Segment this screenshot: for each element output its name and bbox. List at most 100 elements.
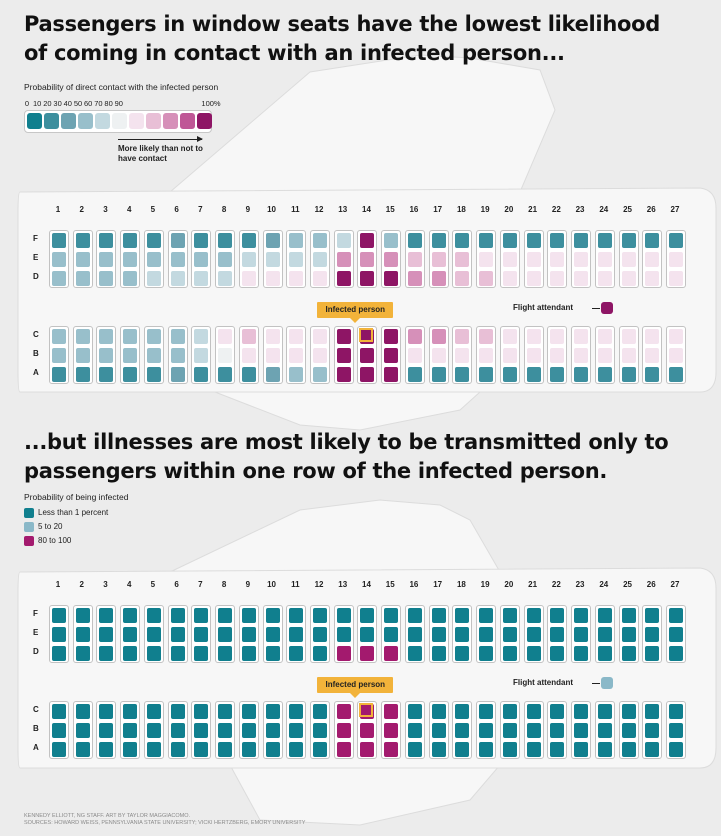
- seat-e15: [384, 627, 399, 642]
- seat-block: [594, 326, 615, 384]
- legend-arrow: [118, 136, 203, 142]
- seat-c20: [502, 704, 517, 719]
- seat-a3: [99, 742, 114, 757]
- row-label-e: E: [33, 253, 39, 262]
- seat-f17: [431, 608, 446, 623]
- seat-block: [452, 701, 473, 759]
- seat-block: [499, 326, 520, 384]
- seat-e11: [289, 627, 304, 642]
- seat-a5: [146, 742, 161, 757]
- seat-b24: [597, 348, 612, 363]
- legend-swatch: [78, 113, 93, 129]
- seat-f20: [502, 233, 517, 248]
- seat-f3: [99, 233, 114, 248]
- seat-d3: [99, 646, 114, 661]
- seat-d9: [241, 271, 256, 286]
- seat-a19: [479, 742, 494, 757]
- seat-a27: [668, 742, 683, 757]
- seat-e25: [621, 627, 636, 642]
- seat-d6: [170, 646, 185, 661]
- seat-a19: [479, 367, 494, 382]
- seat-b4: [123, 723, 138, 738]
- column-number: 3: [103, 580, 108, 589]
- seat-f23: [574, 608, 589, 623]
- legend-swatch: [146, 113, 161, 129]
- legend-tick: 10: [33, 99, 42, 108]
- row-label-d: D: [33, 647, 39, 656]
- legend-tick: 20: [43, 99, 52, 108]
- seat-c17: [431, 329, 446, 344]
- seat-c22: [550, 329, 565, 344]
- seat-b13: [336, 348, 351, 363]
- seat-b26: [645, 723, 660, 738]
- seat-f10: [265, 233, 280, 248]
- seat-block: [404, 605, 425, 663]
- seat-b23: [574, 723, 589, 738]
- seat-block: [547, 605, 568, 663]
- seat-d12: [313, 646, 328, 661]
- column-number: 11: [291, 205, 300, 214]
- column-number: 26: [646, 580, 656, 589]
- seat-b12: [313, 348, 328, 363]
- seat-block: [286, 326, 307, 384]
- seat-block: [286, 605, 307, 663]
- seat-b16: [407, 348, 422, 363]
- seat-d7: [194, 271, 209, 286]
- seat-block: [594, 701, 615, 759]
- seat-b1: [52, 348, 66, 363]
- row-label-e: E: [33, 628, 39, 637]
- seat-a17: [431, 742, 446, 757]
- seat-block: [642, 701, 663, 759]
- seat-block: [547, 326, 568, 384]
- seat-e19: [479, 627, 494, 642]
- seat-block: [665, 326, 686, 384]
- credit-text: KENNEDY ELLIOTT, NG STAFF. ART BY TAYLOR…: [24, 813, 191, 819]
- column-number: 20: [504, 205, 514, 214]
- seat-block: [215, 701, 236, 759]
- seat-e19: [479, 252, 494, 267]
- seat-block: [215, 326, 236, 384]
- seat-b19: [479, 723, 494, 738]
- column-number: 16: [409, 205, 419, 214]
- column-number: 7: [198, 205, 203, 214]
- seat-b5: [146, 348, 161, 363]
- plane-upper-wing: [168, 54, 556, 193]
- seat-e2: [75, 252, 90, 267]
- seat-block: [476, 605, 497, 663]
- seat-block: [143, 326, 164, 384]
- seat-b12: [313, 723, 328, 738]
- column-number: 13: [338, 580, 348, 589]
- column-number: 10: [267, 580, 277, 589]
- seat-e1: [52, 252, 66, 267]
- column-number: 16: [409, 580, 419, 589]
- seat-a26: [645, 742, 660, 757]
- seat-block: [191, 605, 212, 663]
- seat-c19: [479, 329, 494, 344]
- seat-d4: [123, 646, 138, 661]
- column-number: 27: [670, 205, 680, 214]
- seat-c10: [265, 329, 280, 344]
- seat-a6: [170, 367, 185, 382]
- plane-lower-wing: [214, 391, 482, 431]
- seat-b23: [574, 348, 589, 363]
- seat-d19: [479, 646, 494, 661]
- seat-block: [428, 605, 449, 663]
- legend-tick: 100%: [201, 99, 221, 108]
- seat-c26: [645, 704, 660, 719]
- seat-c21: [526, 704, 541, 719]
- seat-block: [476, 326, 497, 384]
- seat-f13: [336, 233, 351, 248]
- seat-c15: [384, 329, 399, 344]
- seat-f27: [668, 608, 683, 623]
- seat-b3: [99, 723, 114, 738]
- column-number: 15: [385, 580, 395, 589]
- seat-b4: [123, 348, 138, 363]
- column-number: 14: [362, 580, 371, 589]
- seat-block: [476, 701, 497, 759]
- seat-d20: [502, 646, 517, 661]
- seat-b17: [431, 723, 446, 738]
- seat-f5: [146, 233, 161, 248]
- seat-block: [381, 701, 402, 759]
- seat-d22: [550, 646, 565, 661]
- seat-b6: [170, 723, 185, 738]
